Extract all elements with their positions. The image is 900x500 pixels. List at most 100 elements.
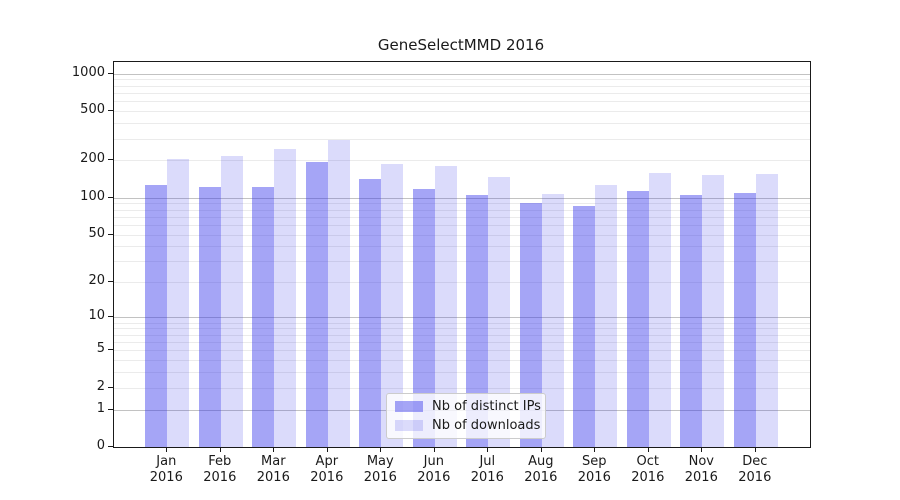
y-axis-label: 0 (96, 438, 105, 453)
x-axis-label-year: 2016 (203, 470, 237, 485)
x-axis-tick (754, 447, 756, 452)
x-axis-tick (540, 447, 542, 452)
x-axis-tick (487, 447, 489, 452)
x-axis-tick (273, 447, 275, 452)
x-axis-tick (647, 447, 649, 452)
y-axis-tick (108, 233, 113, 235)
bar-downloads-dec (755, 174, 778, 447)
gridline-minor (114, 350, 810, 352)
y-axis-tick (108, 196, 113, 198)
bar-distinct-ips-sep (573, 206, 596, 447)
gridline-minor (114, 85, 810, 87)
bar-downloads-oct (648, 172, 671, 447)
y-axis-label: 10 (88, 308, 105, 324)
x-axis-tick (433, 447, 435, 452)
y-axis-label: 1 (96, 400, 105, 416)
x-axis-tick (219, 447, 221, 452)
x-axis-label-year: 2016 (417, 470, 451, 485)
gridline-minor (114, 138, 810, 140)
legend-swatch-distinct-ips-icon (395, 401, 423, 412)
bar-downloads-jul (488, 177, 511, 447)
gridline-minor (114, 92, 810, 94)
x-axis-label-year: 2016 (524, 470, 558, 485)
legend-item-downloads: Nb of downloads (395, 418, 545, 433)
x-axis-label-feb: Feb 2016 (193, 454, 247, 486)
x-axis-label-sep: Sep 2016 (567, 454, 621, 486)
bar-distinct-ips-jul (466, 194, 489, 447)
x-axis-label-oct: Oct 2016 (621, 454, 675, 486)
x-axis-label-jun: Jun 2016 (407, 454, 461, 486)
bar-distinct-ips-feb (198, 186, 221, 447)
gridline-minor (114, 282, 810, 284)
y-axis-tick (108, 446, 113, 447)
x-axis-label-year: 2016 (577, 470, 611, 485)
legend-item-distinct-ips: Nb of distinct IPs (395, 399, 545, 414)
x-axis-tick (594, 447, 596, 452)
x-axis-tick (166, 447, 168, 452)
y-axis-label: 100 (80, 188, 105, 204)
y-axis-tick (108, 72, 113, 74)
legend-label-distinct-ips: Nb of distinct IPs (432, 399, 541, 414)
bar-distinct-ips-aug (519, 203, 542, 447)
gridline-minor (114, 123, 810, 125)
y-axis-tick (108, 408, 113, 410)
y-axis-label: 50 (88, 225, 105, 241)
y-axis-label: 5 (96, 341, 105, 357)
y-axis-tick (108, 281, 113, 283)
gridline-minor (114, 334, 810, 336)
gridline-minor (114, 360, 810, 362)
x-axis-label-year: 2016 (684, 470, 718, 485)
bar-distinct-ips-mar (252, 187, 275, 447)
legend: Nb of distinct IPs Nb of downloads (386, 393, 546, 439)
y-axis-tick (108, 386, 113, 388)
x-axis-label-apr: Apr 2016 (300, 454, 354, 486)
gridline-minor (114, 160, 810, 162)
gridline-minor (114, 79, 810, 81)
y-axis-tick (108, 316, 113, 318)
x-axis-label-year: 2016 (310, 470, 344, 485)
gridline-minor (114, 322, 810, 324)
y-axis-tick (108, 349, 113, 351)
gridline-minor (114, 111, 810, 113)
bar-distinct-ips-may (359, 178, 382, 447)
legend-label-downloads: Nb of downloads (432, 418, 541, 433)
bar-distinct-ips-dec (733, 192, 756, 447)
x-axis-label-may: May 2016 (353, 454, 407, 486)
x-axis-label-year: 2016 (149, 470, 183, 485)
y-axis-label: 500 (80, 102, 105, 118)
bar-downloads-jun (434, 165, 457, 447)
gridline-minor (114, 234, 810, 236)
y-axis-tick (108, 159, 113, 161)
x-axis-tick (326, 447, 328, 452)
bar-downloads-feb (220, 156, 243, 447)
x-axis-label-aug: Aug 2016 (514, 454, 568, 486)
x-axis-label-jan: Jan 2016 (139, 454, 193, 486)
bar-downloads-jan (167, 158, 190, 447)
y-axis-label: 1000 (71, 64, 105, 80)
chart-title: GeneSelectMMD 2016 (377, 36, 545, 54)
bar-downloads-nov (702, 175, 725, 447)
y-axis-label: 20 (88, 273, 105, 289)
gridline-minor (114, 101, 810, 103)
x-axis-label-year: 2016 (363, 470, 397, 485)
bar-distinct-ips-apr (305, 161, 328, 447)
bar-downloads-sep (595, 184, 618, 447)
x-axis-label-dec: Dec 2016 (728, 454, 782, 486)
gridline-minor (114, 261, 810, 263)
x-axis-label-mar: Mar 2016 (246, 454, 300, 486)
bar-distinct-ips-oct (626, 191, 649, 447)
legend-swatch-downloads-icon (395, 420, 423, 431)
bar-downloads-aug (541, 193, 564, 447)
gridline-minor (114, 224, 810, 226)
gridline-minor (114, 341, 810, 343)
y-axis-tick (108, 110, 113, 112)
bar-distinct-ips-jun (412, 189, 435, 447)
gridline-major (114, 317, 810, 319)
plot-area (113, 61, 811, 448)
bar-downloads-apr (327, 139, 350, 447)
bar-distinct-ips-nov (680, 194, 703, 447)
bar-downloads-mar (274, 149, 297, 447)
x-axis-label-year: 2016 (256, 470, 290, 485)
y-axis-label: 200 (80, 151, 105, 167)
